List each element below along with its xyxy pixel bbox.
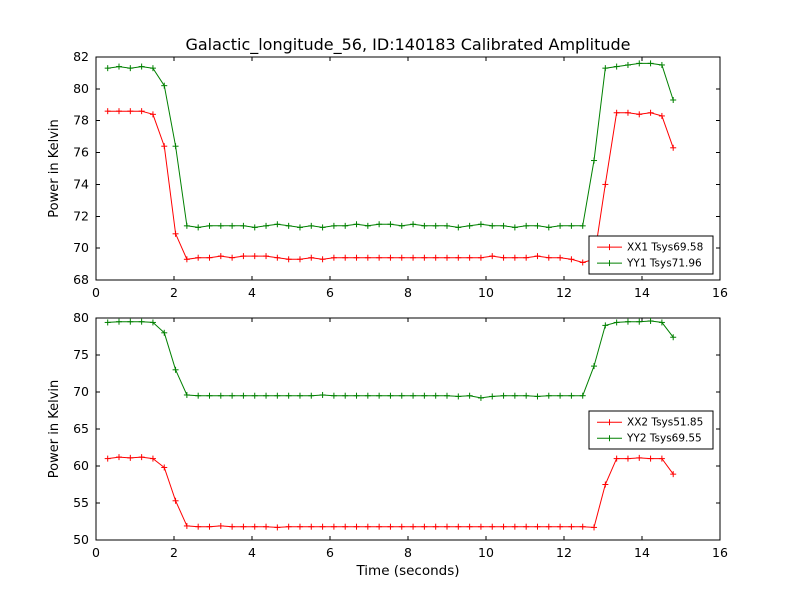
y-tick-label: 55: [73, 495, 89, 510]
y-tick-label: 50: [73, 532, 89, 547]
legend-box: [588, 410, 714, 450]
x-tick-label: 8: [404, 545, 412, 560]
legend-label: YY1 Tsys71.96: [626, 258, 702, 270]
x-tick-label: 12: [556, 285, 572, 300]
y-tick-label: 82: [73, 49, 89, 64]
x-tick-label: 16: [712, 545, 728, 560]
y-axis-label: Power in Kelvin: [47, 380, 62, 478]
x-tick-label: 8: [404, 285, 412, 300]
legend-box: [588, 235, 714, 275]
y-tick-label: 65: [73, 421, 89, 436]
x-tick-label: 14: [634, 545, 650, 560]
y-tick-label: 80: [73, 310, 89, 325]
figure-title: Galactic_longitude_56, ID:140183 Calibra…: [185, 35, 631, 54]
x-tick-label: 4: [248, 545, 256, 560]
series-line: [107, 110, 674, 264]
x-tick-label: 10: [478, 545, 494, 560]
x-tick-label: 2: [170, 545, 178, 560]
legend-label: YY2 Tsys69.55: [626, 433, 702, 445]
x-tick-label: 0: [92, 285, 100, 300]
x-tick-label: 4: [248, 285, 256, 300]
x-tick-label: 2: [170, 285, 178, 300]
series-line: [107, 62, 674, 228]
y-tick-label: 70: [73, 240, 89, 255]
y-tick-label: 75: [73, 347, 89, 362]
y-tick-label: 70: [73, 384, 89, 399]
x-tick-label: 6: [326, 285, 334, 300]
x-axis-label: Time (seconds): [356, 563, 460, 579]
x-tick-label: 12: [556, 545, 572, 560]
subplot-2: 0 2 4 6 8 10 12 14 16 50 55 60 65 70 75 80 Power in Kelv…: [47, 310, 728, 560]
y-tick-label: 60: [73, 458, 89, 473]
x-tick-label: 14: [634, 285, 650, 300]
x-tick-label: 6: [326, 545, 334, 560]
legend-label: XX2 Tsys51.85: [627, 417, 703, 429]
legend-label: XX1 Tsys69.58: [627, 242, 703, 254]
y-tick-label: 78: [73, 113, 89, 128]
y-tick-label: 72: [73, 208, 89, 223]
x-tick-label: 16: [712, 285, 728, 300]
x-tick-label: 10: [478, 285, 494, 300]
y-tick-label: 74: [73, 176, 89, 191]
y-axis-label: Power in Kelvin: [47, 119, 62, 217]
y-tick-label: 76: [73, 145, 89, 160]
series-line: [107, 320, 674, 399]
y-tick-label: 68: [73, 272, 89, 287]
series-line: [107, 456, 674, 528]
y-tick-label: 80: [73, 81, 89, 96]
x-tick-label: 0: [92, 545, 100, 560]
